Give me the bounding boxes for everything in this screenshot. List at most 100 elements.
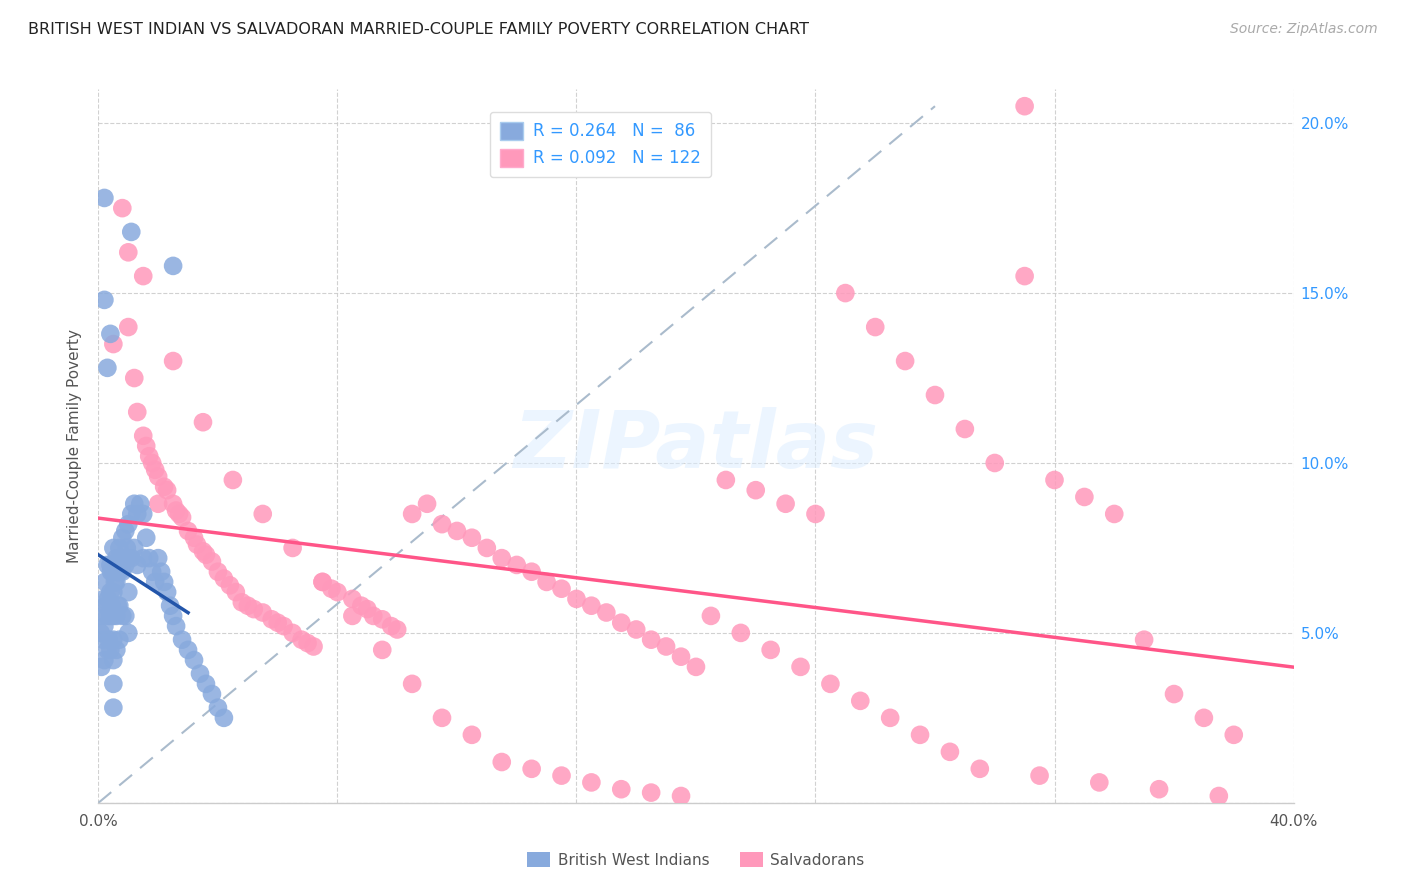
Point (302, 640, 325, 654)
Point (879, 711, 901, 725)
Point (129, 497, 152, 511)
Point (759, 643, 782, 657)
Point (108, 565, 131, 579)
Point (186, 537, 208, 551)
Point (132, 429, 155, 443)
Point (550, 582, 572, 596)
Point (669, 789, 692, 803)
Point (1208, 789, 1230, 803)
Point (380, 619, 402, 633)
Point (1147, 782, 1170, 797)
Point (107, 599, 129, 613)
Text: Source: ZipAtlas.com: Source: ZipAtlas.com (1230, 22, 1378, 37)
Point (610, 782, 633, 797)
Point (103, 700, 125, 714)
Point (115, 541, 138, 555)
Point (1073, 490, 1095, 504)
Point (96, 558, 118, 572)
Point (281, 626, 304, 640)
Point (225, 585, 247, 599)
Point (1133, 632, 1156, 647)
Point (150, 565, 173, 579)
Point (120, 225, 142, 239)
Point (117, 551, 139, 566)
Point (96, 360, 118, 375)
Point (100, 558, 122, 572)
Point (108, 599, 131, 613)
Text: ZIPatlas: ZIPatlas (513, 407, 879, 485)
Point (775, 497, 797, 511)
Point (321, 582, 343, 596)
Point (183, 531, 205, 545)
Point (117, 245, 139, 260)
Point (267, 615, 290, 630)
Point (114, 558, 136, 572)
Point (135, 439, 157, 453)
Point (520, 762, 543, 776)
Point (730, 626, 752, 640)
Point (685, 660, 707, 674)
Point (108, 541, 131, 555)
Point (342, 608, 364, 623)
Point (183, 653, 205, 667)
Point (565, 591, 588, 606)
Point (138, 551, 160, 566)
Point (103, 541, 125, 555)
Point (132, 269, 155, 284)
Point (148, 551, 170, 566)
Point (342, 591, 364, 606)
Point (640, 632, 662, 647)
Point (714, 473, 737, 487)
Point (120, 507, 142, 521)
Point (212, 572, 235, 586)
Point (201, 555, 224, 569)
Point (195, 548, 218, 562)
Point (820, 677, 842, 691)
Point (127, 558, 149, 572)
Point (1014, 269, 1036, 284)
Point (96, 643, 118, 657)
Point (141, 456, 163, 470)
Point (138, 449, 160, 463)
Point (135, 531, 157, 545)
Point (162, 259, 184, 273)
Point (401, 507, 423, 521)
Point (222, 473, 245, 487)
Point (167, 507, 190, 521)
Point (595, 606, 617, 620)
Point (371, 643, 394, 657)
Point (94, 599, 117, 613)
Point (103, 608, 125, 623)
Point (108, 551, 131, 566)
Point (93, 619, 115, 633)
Point (550, 769, 572, 783)
Point (177, 643, 200, 657)
Point (93, 293, 115, 307)
Point (491, 755, 513, 769)
Point (191, 544, 214, 558)
Point (148, 469, 170, 483)
Point (103, 337, 125, 351)
Point (610, 615, 633, 630)
Point (96, 608, 118, 623)
Point (117, 585, 139, 599)
Point (101, 599, 124, 613)
Point (311, 574, 333, 589)
Point (153, 480, 176, 494)
Point (100, 565, 122, 579)
Point (111, 551, 134, 566)
Point (108, 632, 131, 647)
Point (103, 585, 125, 599)
Point (162, 608, 184, 623)
Point (162, 354, 184, 368)
Point (114, 524, 136, 538)
Point (326, 585, 349, 599)
Point (111, 531, 134, 545)
Point (385, 623, 409, 637)
Point (156, 483, 179, 498)
Point (177, 524, 200, 538)
Point (103, 565, 125, 579)
Point (153, 574, 176, 589)
Point (669, 649, 692, 664)
Point (908, 728, 931, 742)
